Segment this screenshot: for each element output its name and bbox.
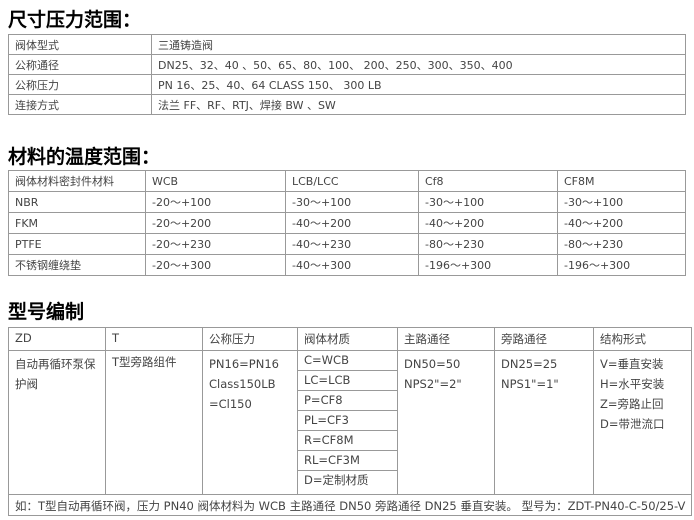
main-bore-item: NPS2"=2" [404, 377, 462, 391]
label-cell: 公称压力 [8, 74, 152, 95]
table-row: 连接方式 法兰 FF、RF、RTJ、焊接 BW 、SW [8, 94, 686, 115]
pressure-item: Class150LB [209, 377, 276, 391]
pressure-item: PN16=PN16 [209, 357, 279, 371]
section-title-model-coding: 型号编制 [8, 301, 85, 323]
header-cell: LCB/LCC [285, 170, 419, 192]
table-row: 自动再循环泵保护阀 T型旁路组件 PN16=PN16 Class150LB =Cl1… [8, 350, 693, 495]
section-title-size-pressure: 尺寸压力范围： [8, 9, 142, 31]
cell: -40～+200 [285, 212, 419, 234]
cell: -196～+300 [418, 254, 558, 276]
label-cell: 阀体型式 [8, 34, 152, 55]
table-row: 公称通径 DN25、32、40 、50、65、80、100、 200、250、30… [8, 54, 686, 75]
cell: -196～+300 [557, 254, 686, 276]
table-header-row: ZD T 公称压力 阀体材质 主路通径 旁路通径 结构形式 [8, 327, 693, 351]
structure-item: H=水平安装 [600, 377, 665, 391]
product-name-cell: 自动再循环泵保护阀 [8, 350, 106, 495]
temperature-table: 阀体材料密封件材料 WCB LCB/LCC Cf8 CF8M NBR -20～+1… [8, 170, 686, 276]
table-header-row: 阀体材料密封件材料 WCB LCB/LCC Cf8 CF8M [8, 170, 686, 192]
structure-cell: V=垂直安装 H=水平安装 Z=旁路止回 D=带泄流口 [592, 350, 693, 495]
cell: -30～+100 [557, 191, 686, 213]
example-text: 如：T型自动再循环阀，压力 PN40 阀体材料为 WCB 主路通径 DN50 旁… [7, 494, 693, 516]
table-row: 不锈钢缠绕垫 -20～+300 -40～+300 -196～+300 -196～+300 [8, 254, 686, 276]
structure-item: Z=旁路止回 [600, 397, 664, 411]
header-cell: 主路通径 [397, 327, 495, 351]
cell: -40～+300 [285, 254, 419, 276]
header-cell: T [105, 327, 203, 351]
material-item: RL=CF3M [298, 451, 397, 471]
header-cell: 阀体材料密封件材料 [8, 170, 146, 192]
header-cell: WCB [145, 170, 286, 192]
cell: -20～+200 [145, 212, 286, 234]
table-row: FKM -20～+200 -40～+200 -40～+200 -40～+200 [8, 212, 686, 234]
value-cell: 法兰 FF、RF、RTJ、焊接 BW 、SW [151, 94, 686, 115]
material-item: R=CF8M [298, 431, 397, 451]
table-row: NBR -20～+100 -30～+100 -30～+100 -30～+100 [8, 191, 686, 213]
label-cell: 连接方式 [8, 94, 152, 115]
table-row: 公称压力 PN 16、25、40、64 CLASS 150、 300 LB [8, 74, 686, 95]
pressure-item: =Cl150 [209, 397, 252, 411]
bypass-bore-item: NPS1"=1" [501, 377, 559, 391]
example-row: 如：T型自动再循环阀，压力 PN40 阀体材料为 WCB 主路通径 DN50 旁… [7, 494, 693, 516]
header-cell: ZD [8, 327, 106, 351]
bypass-bore-item: DN25=25 [501, 357, 558, 371]
table-row: PTFE -20～+230 -40～+230 -80～+230 -80～+230 [8, 233, 686, 255]
material-cell: C=WCB LC=LCB P=CF8 PL=CF3 R=CF8M RL=CF3M D=定制材… [297, 350, 398, 495]
main-bore-item: DN50=50 [404, 357, 461, 371]
value-cell: PN 16、25、40、64 CLASS 150、 300 LB [151, 74, 686, 95]
structure-item: D=带泄流口 [600, 417, 665, 431]
cell: NBR [8, 191, 146, 213]
header-cell: 公称压力 [202, 327, 298, 351]
cell: -40～+200 [418, 212, 558, 234]
cell: -30～+100 [285, 191, 419, 213]
cell: 不锈钢缠绕垫 [8, 254, 146, 276]
pressure-cell: PN16=PN16 Class150LB =Cl150 [202, 350, 298, 495]
header-cell: CF8M [557, 170, 686, 192]
main-bore-cell: DN50=50 NPS2"=2" [397, 350, 495, 495]
header-cell: 结构形式 [592, 327, 693, 351]
cell: -40～+230 [285, 233, 419, 255]
cell: -80～+230 [418, 233, 558, 255]
structure-item: V=垂直安装 [600, 357, 664, 371]
cell: PTFE [8, 233, 146, 255]
section-title-temperature: 材料的温度范围： [8, 146, 161, 168]
cell: -30～+100 [418, 191, 558, 213]
header-cell: 旁路通径 [494, 327, 594, 351]
material-item: D=定制材质 [304, 473, 369, 487]
size-pressure-table: 阀体型式 三通铸造阀 公称通径 DN25、32、40 、50、65、80、100、 … [8, 34, 686, 115]
cell: -40～+200 [557, 212, 686, 234]
header-cell: Cf8 [418, 170, 558, 192]
cell: -20～+230 [145, 233, 286, 255]
component-cell: T型旁路组件 [105, 350, 203, 495]
cell: FKM [8, 212, 146, 234]
material-item: C=WCB [298, 351, 397, 371]
material-item: P=CF8 [298, 391, 397, 411]
value-cell: DN25、32、40 、50、65、80、100、 200、250、300、35… [151, 54, 686, 75]
bypass-bore-cell: DN25=25 NPS1"=1" [494, 350, 594, 495]
label-cell: 公称通径 [8, 54, 152, 75]
cell: -20～+100 [145, 191, 286, 213]
model-coding-table: ZD T 公称压力 阀体材质 主路通径 旁路通径 结构形式 自动再循环泵保护阀 … [7, 327, 693, 516]
material-item: PL=CF3 [298, 411, 397, 431]
cell: -80～+230 [557, 233, 686, 255]
table-row: 阀体型式 三通铸造阀 [8, 34, 686, 55]
material-item: LC=LCB [298, 371, 397, 391]
cell: -20～+300 [145, 254, 286, 276]
header-cell: 阀体材质 [297, 327, 398, 351]
value-cell: 三通铸造阀 [151, 34, 686, 55]
